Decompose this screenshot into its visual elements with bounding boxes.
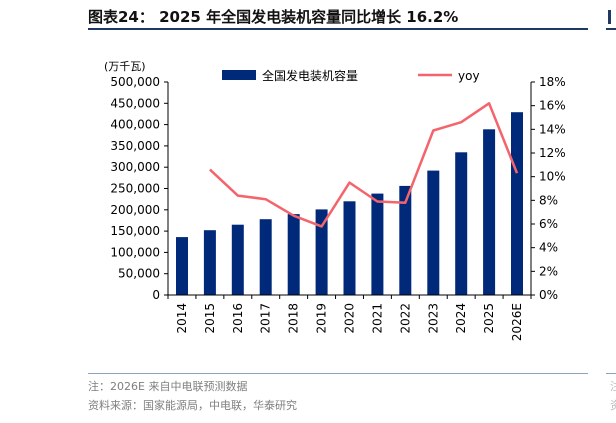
right-tick-label: 4%	[539, 241, 558, 255]
x-tick-label: 2023	[426, 303, 440, 334]
x-tick-label: 2018	[287, 303, 301, 334]
bar-2025	[483, 129, 496, 295]
bar-2018	[287, 214, 300, 295]
x-tick-label: 2019	[315, 303, 329, 334]
bar-2016	[231, 224, 244, 295]
bar-2020	[343, 201, 356, 295]
legend-line-label: yoy	[458, 69, 480, 83]
x-tick-label: 2022	[398, 303, 412, 334]
edge-note-fragment: 注	[610, 380, 616, 393]
x-tick-label: 2015	[203, 303, 217, 334]
bar-2022	[399, 185, 412, 295]
left-tick-label: 200,000	[110, 203, 160, 217]
bar-2019	[315, 209, 328, 295]
bar-2023	[427, 170, 440, 295]
legend-bar-label: 全国发电装机容量	[262, 68, 358, 83]
left-tick-label: 450,000	[110, 96, 160, 110]
right-tick-label: 0%	[539, 288, 558, 302]
title-rule	[88, 28, 588, 30]
bar-2015	[203, 230, 216, 295]
left-tick-label: 150,000	[110, 224, 160, 238]
bar-2017	[259, 219, 272, 295]
left-tick-label: 400,000	[110, 118, 160, 132]
edge-rule	[606, 28, 616, 30]
x-tick-label: 2024	[454, 303, 468, 334]
left-tick-label: 300,000	[110, 160, 160, 174]
legend-bar-swatch	[222, 70, 256, 80]
left-tick-label: 350,000	[110, 139, 160, 153]
left-tick-label: 0	[152, 288, 160, 302]
x-tick-label: 2020	[343, 303, 357, 334]
left-tick-label: 250,000	[110, 182, 160, 196]
figure-title: 图表24： 2025 年全国发电装机容量同比增长 16.2%	[88, 8, 459, 26]
right-tick-label: 6%	[539, 217, 558, 231]
edge-source-fragment: 资	[610, 399, 616, 412]
x-tick-label: 2026E	[510, 303, 524, 341]
right-tick-label: 18%	[539, 75, 566, 89]
right-tick-label: 12%	[539, 146, 566, 160]
x-tick-label: 2021	[370, 303, 384, 334]
x-tick-label: 2016	[231, 303, 245, 334]
bar-2024	[455, 152, 468, 295]
edge-footer-rule	[606, 373, 616, 374]
bar-2021	[371, 193, 384, 295]
bar-2014	[176, 237, 188, 295]
right-tick-label: 14%	[539, 122, 566, 136]
footer-rule	[88, 373, 588, 374]
right-tick-label: 8%	[539, 193, 558, 207]
yoy-line	[209, 102, 519, 228]
left-tick-label: 500,000	[110, 75, 160, 89]
chart-note: 注：2026E 来自中电联预测数据	[88, 380, 248, 393]
x-tick-label: 2025	[482, 303, 496, 334]
x-tick-label: 2014	[175, 303, 189, 334]
left-axis-unit: (万千瓦)	[104, 60, 146, 73]
chart: 0 50,000 100,000 150,000 200,000 250,000 300,0…	[104, 60, 566, 341]
left-tick-label: 50,000	[118, 267, 160, 281]
bar-2026E	[511, 112, 523, 295]
chart-source: 资料来源：国家能源局，中电联，华泰研究	[88, 399, 297, 412]
edge-mark	[608, 10, 611, 24]
right-tick-label: 16%	[539, 99, 566, 113]
right-tick-label: 10%	[539, 170, 566, 184]
x-tick-label: 2017	[259, 303, 273, 334]
left-tick-label: 100,000	[110, 245, 160, 259]
right-tick-label: 2%	[539, 264, 558, 278]
